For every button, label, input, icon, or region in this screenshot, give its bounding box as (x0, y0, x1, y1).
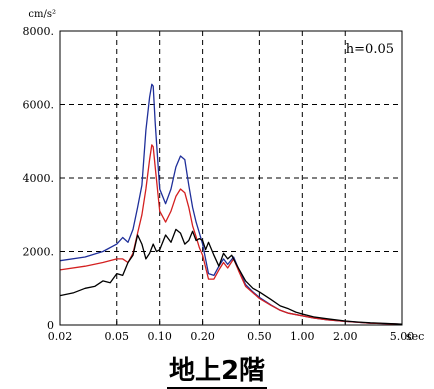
x-tick-label: 0.20 (190, 330, 215, 343)
series-line-1 (59, 83, 403, 325)
y-tick-label: 0 (47, 319, 54, 332)
x-tick-label: 0.02 (48, 330, 73, 343)
series-line-2 (59, 144, 403, 325)
chart-svg: 0.02 0.05 0.10 0.20 0.50 1.00 2.00 5.00 0 2000. 40… (23, 9, 425, 343)
x-tick-label: 0.05 (105, 330, 130, 343)
caption-text: 地上2階 (166, 356, 268, 389)
x-unit-label: sec (406, 330, 424, 343)
x-tick-label: 5.00 (390, 330, 415, 343)
x-tick-label: 0.50 (247, 330, 272, 343)
x-tick-label: 2.00 (333, 330, 358, 343)
x-tick-label: 1.00 (290, 330, 315, 343)
damping-annotation: h=0.05 (346, 42, 394, 57)
y-tick-label: 8000. (23, 25, 55, 38)
y-tick-label: 6000. (23, 99, 55, 112)
y-tick-label: 4000. (23, 172, 55, 185)
caption: 地上2階 (0, 350, 434, 389)
x-tick-label: 0.10 (147, 330, 172, 343)
series-line-3 (59, 228, 403, 325)
y-tick-label: 2000. (23, 246, 55, 259)
y-unit-label: cm/s² (28, 9, 56, 20)
